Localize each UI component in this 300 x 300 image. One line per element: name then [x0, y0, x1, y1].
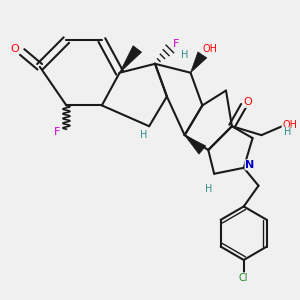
- Text: F: F: [54, 127, 61, 137]
- Polygon shape: [190, 52, 207, 73]
- Text: O: O: [10, 44, 19, 54]
- Text: OH: OH: [282, 120, 297, 130]
- Text: H: H: [181, 50, 188, 60]
- Text: H: H: [284, 127, 291, 137]
- Text: O: O: [244, 98, 253, 107]
- Text: N: N: [245, 160, 254, 170]
- Text: F: F: [172, 40, 179, 50]
- Polygon shape: [120, 46, 142, 73]
- Text: Cl: Cl: [239, 273, 248, 283]
- Polygon shape: [184, 135, 206, 154]
- Text: H: H: [205, 184, 212, 194]
- Text: OH: OH: [202, 44, 217, 54]
- Text: H: H: [140, 130, 147, 140]
